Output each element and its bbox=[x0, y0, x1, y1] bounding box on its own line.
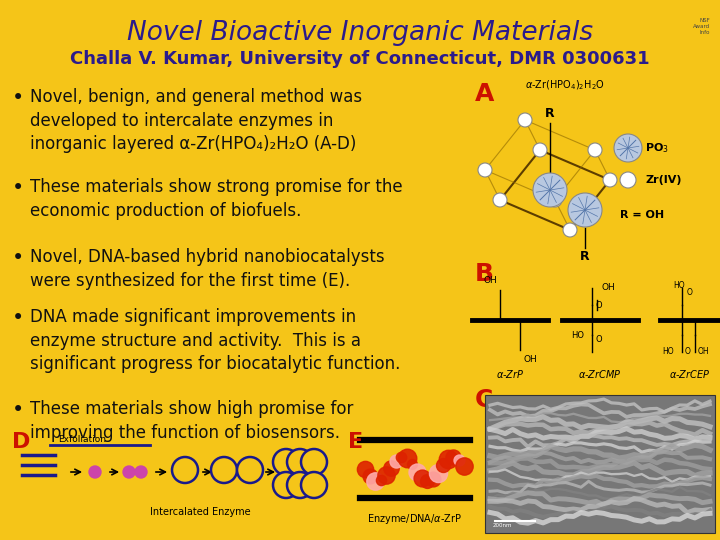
Text: HO: HO bbox=[673, 281, 685, 290]
Circle shape bbox=[563, 223, 577, 237]
Text: PO$_3$: PO$_3$ bbox=[645, 141, 669, 155]
Text: $\alpha$-ZrCEP: $\alpha$-ZrCEP bbox=[670, 368, 711, 380]
Text: O: O bbox=[595, 335, 602, 344]
Text: R: R bbox=[580, 250, 590, 263]
Circle shape bbox=[568, 193, 602, 227]
Point bbox=[458, 462, 469, 471]
Text: •: • bbox=[12, 248, 24, 268]
Point bbox=[375, 476, 387, 484]
Text: Novel, benign, and general method was
developed to intercalate enzymes in
inorga: Novel, benign, and general method was de… bbox=[30, 88, 362, 153]
Circle shape bbox=[548, 193, 562, 207]
Text: Exfoliation: Exfoliation bbox=[58, 435, 106, 444]
Point bbox=[448, 453, 459, 461]
Point bbox=[442, 455, 454, 463]
Text: Novel, DNA-based hybrid nanobiocatalysts
were synthesized for the first time (E): Novel, DNA-based hybrid nanobiocatalysts… bbox=[30, 248, 384, 289]
Circle shape bbox=[478, 163, 492, 177]
Circle shape bbox=[287, 449, 313, 475]
Point bbox=[416, 474, 428, 482]
Circle shape bbox=[273, 472, 299, 498]
Circle shape bbox=[273, 449, 299, 475]
Circle shape bbox=[518, 113, 532, 127]
Point bbox=[453, 456, 464, 464]
Text: B: B bbox=[475, 262, 494, 286]
Text: OH: OH bbox=[698, 348, 710, 356]
Text: Novel Bioactive Inorganic Materials: Novel Bioactive Inorganic Materials bbox=[127, 20, 593, 46]
Text: These materials show strong promise for the
economic production of biofuels.: These materials show strong promise for … bbox=[30, 178, 402, 220]
Circle shape bbox=[287, 472, 313, 498]
Circle shape bbox=[301, 449, 327, 475]
Point bbox=[406, 460, 418, 468]
Text: $\alpha$-ZrCMP: $\alpha$-ZrCMP bbox=[578, 368, 622, 380]
Text: OH: OH bbox=[523, 355, 537, 364]
Point bbox=[380, 471, 392, 480]
Text: •: • bbox=[12, 88, 24, 108]
Text: Enzyme/DNA/$\alpha$-ZrP: Enzyme/DNA/$\alpha$-ZrP bbox=[367, 512, 462, 526]
Point bbox=[437, 461, 449, 469]
Text: OH: OH bbox=[483, 276, 497, 285]
Point bbox=[390, 456, 402, 465]
Circle shape bbox=[588, 143, 602, 157]
Text: •: • bbox=[12, 178, 24, 198]
Text: Zr(IV): Zr(IV) bbox=[645, 175, 682, 185]
Circle shape bbox=[620, 172, 636, 188]
Text: O: O bbox=[595, 300, 602, 309]
Point bbox=[364, 472, 376, 481]
Point bbox=[359, 465, 371, 474]
Circle shape bbox=[135, 466, 147, 478]
Circle shape bbox=[533, 173, 567, 207]
Text: C: C bbox=[475, 388, 493, 412]
Text: HO: HO bbox=[662, 348, 674, 356]
Point bbox=[396, 453, 408, 462]
Circle shape bbox=[301, 472, 327, 498]
Point bbox=[427, 475, 438, 483]
Circle shape bbox=[123, 466, 135, 478]
Circle shape bbox=[533, 143, 547, 157]
Text: $\alpha$-ZrP: $\alpha$-ZrP bbox=[496, 368, 524, 380]
Text: OH: OH bbox=[602, 284, 616, 293]
Circle shape bbox=[603, 173, 617, 187]
Text: HO: HO bbox=[571, 330, 584, 340]
Text: •: • bbox=[12, 308, 24, 328]
Circle shape bbox=[614, 134, 642, 162]
Text: NSF
Award
Info: NSF Award Info bbox=[693, 18, 710, 35]
Point bbox=[432, 469, 444, 477]
Text: D: D bbox=[12, 432, 30, 452]
Text: Intercalated Enzyme: Intercalated Enzyme bbox=[150, 507, 251, 517]
Text: 200nm: 200nm bbox=[493, 523, 513, 528]
Text: E: E bbox=[348, 432, 363, 452]
Circle shape bbox=[493, 193, 507, 207]
Circle shape bbox=[89, 466, 101, 478]
Point bbox=[369, 476, 381, 485]
Text: Challa V. Kumar, University of Connecticut, DMR 0300631: Challa V. Kumar, University of Connectic… bbox=[70, 50, 650, 68]
Text: R = OH: R = OH bbox=[620, 210, 664, 220]
Text: $\alpha$-Zr(HPO$_4$)$_2$H$_2$O: $\alpha$-Zr(HPO$_4$)$_2$H$_2$O bbox=[525, 78, 605, 92]
Point bbox=[422, 477, 433, 485]
Point bbox=[411, 467, 423, 476]
Circle shape bbox=[172, 457, 198, 483]
Text: A: A bbox=[475, 82, 495, 106]
Point bbox=[385, 463, 397, 472]
Text: R: R bbox=[545, 107, 555, 120]
Circle shape bbox=[211, 457, 237, 483]
Text: O: O bbox=[687, 288, 693, 297]
Text: O: O bbox=[685, 348, 691, 356]
Circle shape bbox=[237, 457, 263, 483]
Point bbox=[401, 454, 413, 463]
Bar bbox=[485, 395, 715, 533]
Text: •: • bbox=[12, 400, 24, 420]
Text: These materials show high promise for
improving the function of biosensors.: These materials show high promise for im… bbox=[30, 400, 354, 442]
Text: DNA made significant improvements in
enzyme structure and activity.  This is a
s: DNA made significant improvements in enz… bbox=[30, 308, 400, 373]
